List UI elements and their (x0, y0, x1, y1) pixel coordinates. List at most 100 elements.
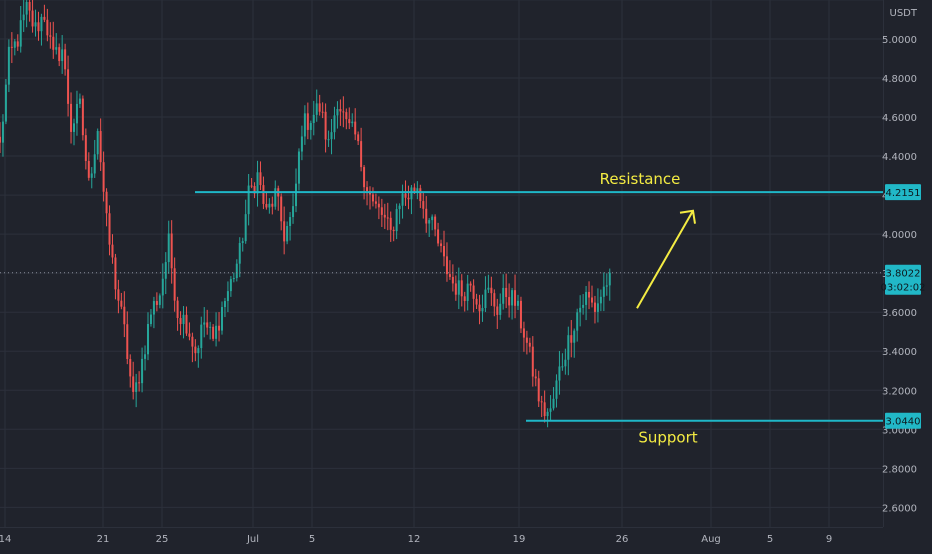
candle-body (173, 268, 176, 301)
candle-body (496, 306, 499, 315)
price-tick-label: 3.0000 (882, 425, 917, 436)
price-tick-label: 4.6000 (882, 113, 917, 124)
candle (475, 293, 478, 310)
candle-body (111, 244, 114, 258)
candle-body (371, 194, 374, 202)
candle-body (567, 335, 570, 360)
candle-body (448, 274, 451, 277)
candle-body (422, 201, 425, 209)
candle-body (247, 185, 250, 215)
candle (161, 263, 164, 309)
candle (318, 94, 321, 116)
candle (392, 226, 395, 242)
candle (306, 102, 309, 140)
candle-body (25, 1, 28, 15)
resistance-label: Resistance (600, 170, 681, 188)
candle (336, 101, 339, 129)
candle (223, 297, 226, 318)
candle (25, 0, 28, 28)
candle (579, 295, 582, 327)
candle (466, 274, 469, 311)
time-tick-label: 12 (408, 534, 421, 545)
candle (280, 193, 283, 231)
candle-body (55, 47, 58, 50)
candle-body (454, 283, 457, 295)
candle (519, 296, 522, 334)
candle (605, 273, 608, 296)
candle-body (67, 69, 70, 104)
candle-body (306, 113, 309, 130)
candle (78, 93, 81, 109)
candle (324, 103, 327, 153)
candle (295, 168, 297, 213)
candle-body (215, 325, 218, 339)
candle (238, 237, 241, 278)
candle (7, 39, 10, 93)
candle-body (608, 272, 611, 286)
candle (401, 184, 404, 219)
candle (229, 276, 232, 297)
candle-body (357, 134, 360, 142)
candle (102, 151, 105, 202)
candle-body (327, 139, 330, 141)
time-tick-label: 26 (616, 534, 629, 545)
candle-body (179, 318, 182, 325)
candle (570, 320, 573, 358)
candle-body (395, 209, 398, 232)
countdown-label: 03:02:02 (881, 283, 926, 294)
candle-body (416, 188, 419, 192)
projection-arrow-head (679, 209, 696, 224)
candle (448, 260, 451, 280)
candle (567, 326, 570, 376)
candle (481, 294, 484, 322)
candle (534, 368, 537, 387)
candle (132, 361, 135, 400)
candle (75, 90, 78, 136)
price-tick-label: 4.8000 (882, 74, 917, 85)
candle-body (434, 216, 437, 230)
candle (215, 312, 218, 347)
candle (395, 203, 398, 240)
candle (61, 35, 64, 74)
candle-body (152, 301, 155, 315)
candle-body (182, 314, 185, 325)
candle-body (309, 123, 312, 130)
candle-body (28, 1, 31, 11)
candle-body (537, 378, 540, 402)
candle (167, 220, 170, 274)
candle (179, 311, 182, 336)
candle (354, 108, 357, 141)
candle (499, 293, 502, 320)
candle (366, 181, 369, 206)
candle-body (354, 121, 357, 135)
candle (274, 180, 277, 210)
candle-body (531, 346, 534, 377)
candle (253, 182, 256, 199)
candle (451, 264, 454, 292)
candle-body (576, 312, 579, 331)
candle-body (593, 302, 596, 312)
candle (1, 114, 4, 157)
candle-body (431, 216, 434, 221)
candle (126, 311, 129, 365)
candle (351, 113, 354, 127)
candle-body (1, 121, 4, 143)
candle (312, 100, 315, 136)
candle (303, 105, 306, 145)
price-tick-label: 2.6000 (882, 503, 917, 514)
candle (138, 371, 141, 392)
candle (114, 253, 117, 300)
candle (549, 395, 552, 421)
candle-body (475, 298, 478, 305)
candle-body (158, 295, 161, 305)
candle-body (517, 300, 519, 306)
candle (256, 160, 259, 207)
candle-body (197, 348, 200, 354)
candle-body (312, 114, 315, 124)
candle-body (333, 115, 336, 133)
candle-body (221, 307, 223, 331)
candle (194, 339, 197, 362)
price-tick-label: 5.0000 (882, 35, 917, 46)
